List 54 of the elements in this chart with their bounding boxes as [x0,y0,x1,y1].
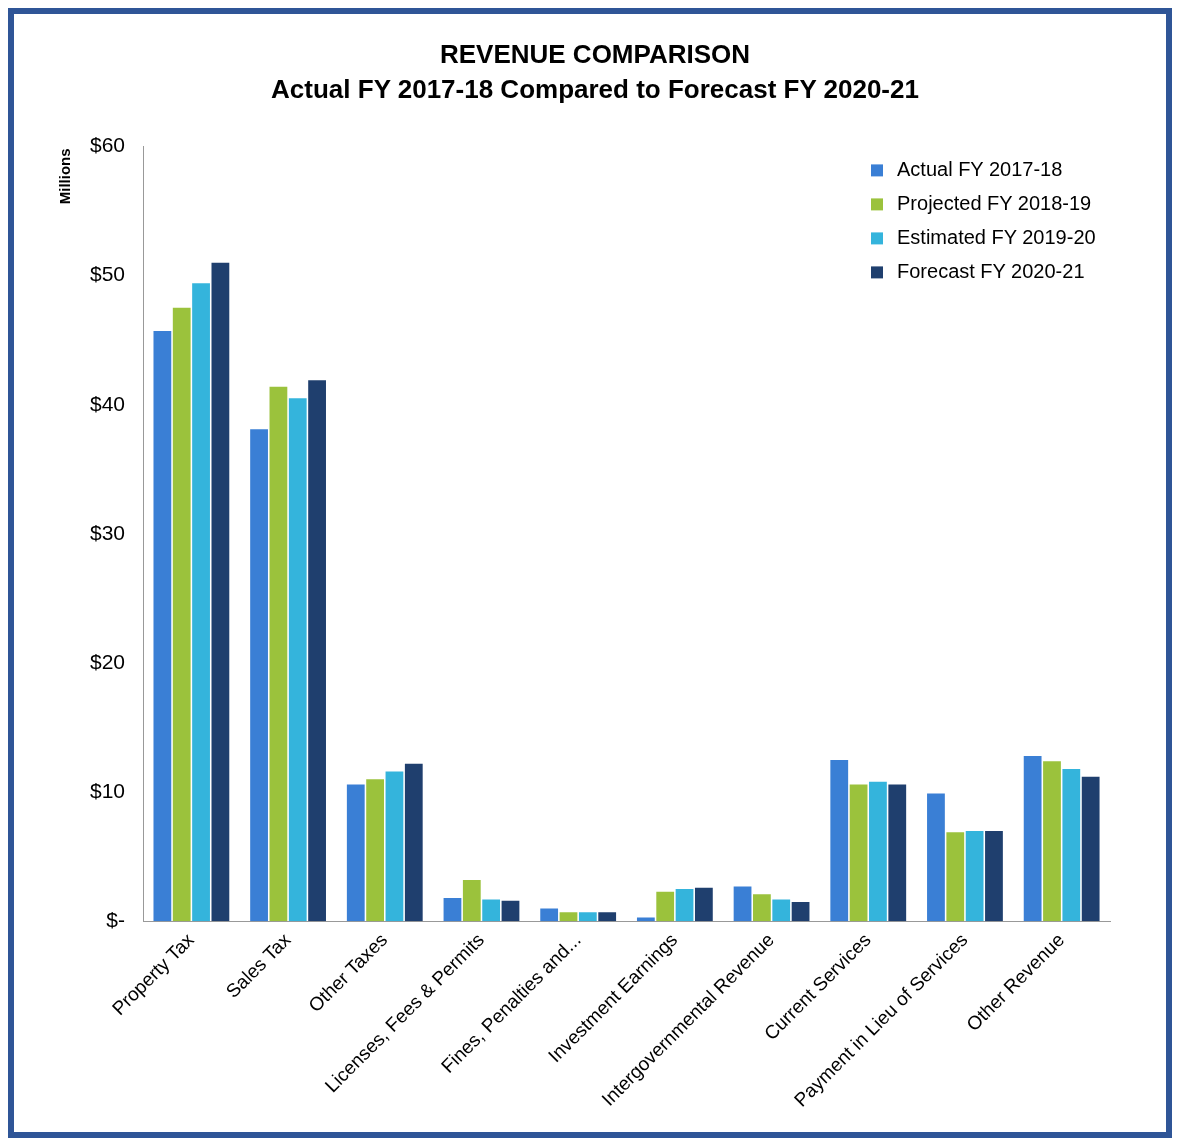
legend-label: Estimated FY 2019-20 [897,225,1096,248]
bar [366,779,385,922]
y-tick-label: $60 [89,133,126,157]
bar [288,398,307,922]
bar [849,784,868,922]
bar [172,307,191,922]
legend-label: Actual FY 2017-18 [897,157,1063,180]
bar [1023,756,1042,922]
bar [404,763,423,922]
bar [559,912,578,922]
bar [269,386,288,922]
bar [462,880,481,922]
bar [656,891,675,922]
bar [1043,761,1061,922]
legend-label: Projected FY 2018-19 [897,191,1092,214]
bar [153,331,172,922]
bar [192,283,210,922]
bar [598,912,617,922]
bar [346,784,365,922]
bar [791,901,810,922]
bar [1081,776,1100,922]
bar [1062,768,1081,922]
y-tick-label: $20 [89,649,126,673]
bar [965,830,984,922]
bar [985,830,1003,922]
bar [636,917,655,922]
bar [211,262,230,922]
chart-title: REVENUE COMPARISON [439,38,751,69]
bar [540,908,559,922]
bar [888,784,907,922]
y-tick-label: $- [106,908,126,932]
bar [869,781,887,922]
y-tick-label: $50 [89,262,126,286]
bar [772,899,791,922]
y-tick-label: $10 [89,778,126,802]
y-tick-label: $40 [89,391,126,415]
bar [753,894,771,922]
bar [482,899,501,922]
bar [578,912,597,922]
bar [830,759,849,922]
bar [733,886,752,922]
y-axis-title: Millions [56,148,74,205]
bar [694,887,713,922]
bar [443,898,462,922]
bar [250,429,268,922]
bar [501,900,520,922]
bar [675,889,694,922]
chart-subtitle: Actual FY 2017-18 Compared to Forecast FY 2020-21 [271,73,919,104]
y-tick-label: $30 [89,520,126,544]
bar [308,380,326,922]
legend-label: Forecast FY 2020-21 [897,259,1085,282]
bar [927,793,945,922]
bar [385,771,404,922]
bar [946,832,965,922]
